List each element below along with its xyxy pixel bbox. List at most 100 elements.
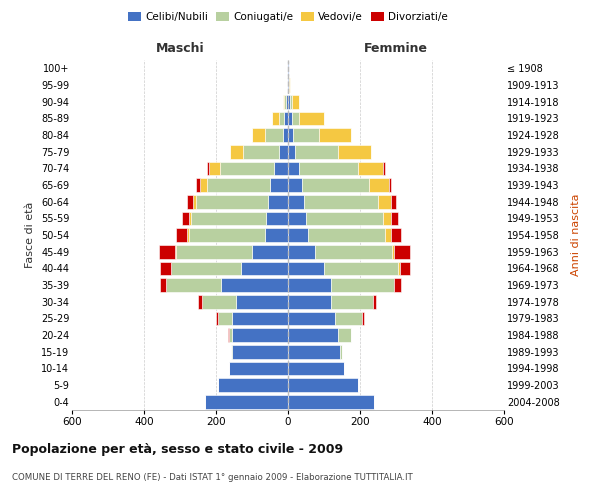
Bar bbox=[286, 95, 288, 108]
Bar bbox=[315, 245, 392, 258]
Bar bbox=[289, 78, 290, 92]
Bar bbox=[331, 278, 394, 292]
Bar bbox=[288, 78, 289, 92]
Bar bbox=[228, 328, 229, 342]
Bar bbox=[304, 195, 378, 208]
Bar bbox=[288, 195, 304, 208]
Bar bbox=[288, 212, 306, 225]
Bar bbox=[230, 145, 243, 158]
Bar bbox=[274, 162, 288, 175]
Y-axis label: Fasce di età: Fasce di età bbox=[25, 202, 35, 268]
Bar bbox=[394, 245, 410, 258]
Bar bbox=[187, 195, 193, 208]
Bar bbox=[398, 262, 400, 275]
Text: Femmine: Femmine bbox=[364, 42, 428, 55]
Bar bbox=[288, 162, 299, 175]
Bar bbox=[221, 278, 288, 292]
Bar bbox=[369, 178, 389, 192]
Bar bbox=[389, 178, 391, 192]
Bar bbox=[229, 362, 288, 375]
Bar bbox=[182, 212, 189, 225]
Bar bbox=[198, 295, 202, 308]
Bar bbox=[193, 195, 196, 208]
Bar bbox=[338, 145, 371, 158]
Bar bbox=[290, 95, 292, 108]
Text: Popolazione per età, sesso e stato civile - 2009: Popolazione per età, sesso e stato civil… bbox=[12, 442, 343, 456]
Bar bbox=[288, 395, 374, 408]
Bar bbox=[284, 95, 286, 108]
Bar bbox=[207, 162, 209, 175]
Bar bbox=[189, 212, 191, 225]
Bar bbox=[392, 245, 394, 258]
Bar bbox=[288, 245, 315, 258]
Bar bbox=[232, 312, 288, 325]
Bar bbox=[166, 278, 221, 292]
Bar bbox=[189, 228, 265, 242]
Bar bbox=[284, 112, 288, 125]
Bar bbox=[218, 378, 288, 392]
Bar bbox=[288, 95, 290, 108]
Bar bbox=[232, 328, 288, 342]
Bar bbox=[283, 95, 284, 108]
Bar bbox=[160, 278, 166, 292]
Text: COMUNE DI TERRE DEL RENO (FE) - Dati ISTAT 1° gennaio 2009 - Elaborazione TUTTIT: COMUNE DI TERRE DEL RENO (FE) - Dati IST… bbox=[12, 472, 413, 482]
Bar bbox=[358, 162, 383, 175]
Bar bbox=[288, 228, 308, 242]
Bar bbox=[391, 195, 396, 208]
Bar bbox=[272, 112, 279, 125]
Bar bbox=[236, 295, 288, 308]
Bar bbox=[288, 178, 302, 192]
Bar bbox=[160, 262, 171, 275]
Bar bbox=[324, 262, 398, 275]
Bar bbox=[400, 262, 410, 275]
Bar bbox=[362, 312, 364, 325]
Bar bbox=[176, 245, 252, 258]
Bar bbox=[220, 162, 274, 175]
Bar bbox=[288, 262, 324, 275]
Bar bbox=[196, 195, 268, 208]
Bar bbox=[159, 245, 175, 258]
Bar bbox=[319, 128, 351, 142]
Bar bbox=[287, 78, 288, 92]
Bar bbox=[200, 178, 207, 192]
Bar bbox=[288, 312, 335, 325]
Bar bbox=[292, 112, 299, 125]
Bar bbox=[283, 128, 288, 142]
Bar bbox=[383, 212, 391, 225]
Bar bbox=[385, 228, 391, 242]
Bar bbox=[229, 328, 232, 342]
Bar bbox=[299, 112, 324, 125]
Bar bbox=[288, 278, 331, 292]
Bar bbox=[306, 212, 383, 225]
Bar bbox=[331, 295, 373, 308]
Bar bbox=[216, 312, 218, 325]
Bar bbox=[209, 162, 220, 175]
Bar bbox=[241, 262, 288, 275]
Bar bbox=[293, 128, 319, 142]
Bar bbox=[378, 195, 391, 208]
Bar bbox=[288, 295, 331, 308]
Bar bbox=[176, 228, 187, 242]
Bar bbox=[266, 212, 288, 225]
Bar bbox=[288, 345, 340, 358]
Bar bbox=[287, 62, 288, 75]
Bar bbox=[391, 228, 401, 242]
Bar bbox=[295, 145, 338, 158]
Bar bbox=[202, 295, 236, 308]
Bar bbox=[252, 245, 288, 258]
Bar bbox=[218, 312, 232, 325]
Bar bbox=[205, 395, 288, 408]
Bar bbox=[383, 162, 385, 175]
Bar bbox=[288, 328, 338, 342]
Legend: Celibi/Nubili, Coniugati/e, Vedovi/e, Divorziati/e: Celibi/Nubili, Coniugati/e, Vedovi/e, Di… bbox=[124, 8, 452, 26]
Bar bbox=[292, 95, 299, 108]
Bar bbox=[340, 345, 342, 358]
Bar bbox=[394, 278, 401, 292]
Bar bbox=[191, 212, 266, 225]
Bar bbox=[252, 128, 265, 142]
Bar bbox=[265, 228, 288, 242]
Bar bbox=[288, 145, 295, 158]
Bar bbox=[265, 128, 283, 142]
Y-axis label: Anni di nascita: Anni di nascita bbox=[571, 194, 581, 276]
Bar bbox=[175, 245, 176, 258]
